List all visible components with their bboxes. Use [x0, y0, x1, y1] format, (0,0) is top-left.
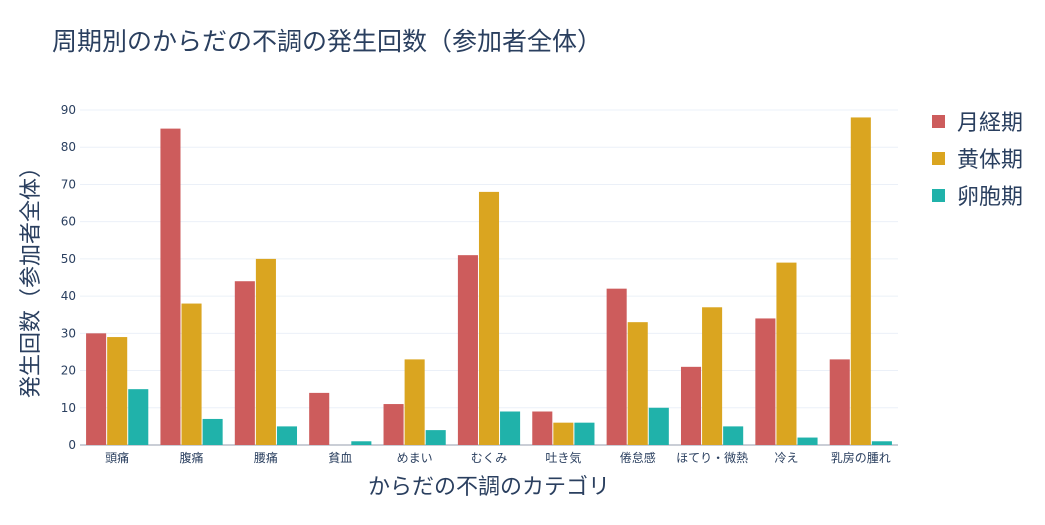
- x-tick-label: むくみ: [471, 451, 507, 465]
- legend-swatch: [932, 152, 945, 165]
- x-axis-ticks: 頭痛 腹痛 腰痛 貧血 めまい むくみ 吐き気 倦怠感 ほてり・微熱 冷え 乳房の腫れ: [105, 450, 891, 465]
- y-tick-label: 10: [61, 401, 76, 415]
- bar-月経期-倦怠感: [606, 288, 627, 445]
- bar-月経期-貧血: [309, 392, 330, 445]
- bar-卵胞期-冷え: [797, 437, 818, 445]
- bar-月経期-めまい: [383, 404, 404, 445]
- chart-title: 周期別のからだの不調の発生回数（参加者全体）: [52, 27, 602, 56]
- bar-黄体期-倦怠感: [627, 322, 648, 445]
- bars: [86, 117, 892, 445]
- x-tick-label: 乳房の腫れ: [831, 450, 891, 465]
- bar-卵胞期-乳房の腫れ: [871, 441, 892, 445]
- y-tick-label: 20: [61, 364, 76, 378]
- legend-label: 卵胞期: [957, 185, 1023, 210]
- x-tick-label: 頭痛: [105, 450, 129, 465]
- y-tick-label: 30: [61, 326, 76, 340]
- bar-卵胞期-腹痛: [202, 418, 223, 445]
- bar-卵胞期-貧血: [351, 441, 372, 445]
- bar-月経期-ほてり・微熱: [680, 366, 702, 445]
- y-axis-ticks: 0 10 20 30 40 50 60 70 80 90: [61, 103, 76, 452]
- bar-月経期-冷え: [755, 318, 776, 445]
- x-tick-label: 吐き気: [545, 450, 581, 465]
- bar-月経期-むくみ: [457, 255, 478, 445]
- bar-月経期-腰痛: [234, 281, 255, 445]
- x-tick-label: ほてり・微熱: [676, 451, 748, 465]
- x-tick-label: 腰痛: [254, 450, 278, 465]
- bar-卵胞期-頭痛: [128, 389, 149, 445]
- x-tick-label: 冷え: [774, 451, 798, 465]
- bar-黄体期-めまい: [404, 359, 425, 445]
- y-tick-label: 40: [61, 289, 76, 303]
- bar-月経期-頭痛: [86, 333, 107, 445]
- bar-月経期-吐き気: [532, 411, 553, 445]
- bar-黄体期-腰痛: [255, 258, 276, 445]
- y-tick-label: 50: [61, 252, 76, 266]
- bar-黄体期-冷え: [776, 262, 797, 445]
- bar-月経期-乳房の腫れ: [829, 359, 850, 445]
- x-tick-label: 倦怠感: [620, 450, 656, 465]
- y-tick-label: 80: [61, 140, 76, 154]
- legend-swatch: [932, 115, 945, 128]
- y-tick-label: 60: [61, 215, 76, 229]
- bar-黄体期-腹痛: [181, 303, 202, 445]
- legend-swatch: [932, 189, 945, 202]
- bar-月経期-腹痛: [160, 128, 181, 445]
- bar-卵胞期-倦怠感: [648, 407, 669, 445]
- bar-黄体期-むくみ: [478, 191, 500, 445]
- y-tick-label: 90: [61, 103, 76, 117]
- bar-黄体期-ほてり・微熱: [702, 307, 723, 445]
- legend-label: 月経期: [957, 111, 1023, 136]
- bar-黄体期-乳房の腫れ: [850, 117, 871, 445]
- bar-黄体期-頭痛: [107, 337, 128, 445]
- y-tick-label: 70: [61, 177, 76, 191]
- y-axis-title: 発生回数（参加者全体）: [19, 156, 44, 398]
- x-tick-label: 腹痛: [180, 450, 204, 465]
- legend-label: 黄体期: [957, 148, 1023, 173]
- bar-卵胞期-めまい: [425, 430, 446, 445]
- x-axis-title: からだの不調のカテゴリ: [368, 475, 610, 500]
- bar-黄体期-吐き気: [553, 422, 574, 445]
- x-tick-label: 貧血: [328, 451, 352, 465]
- bar-卵胞期-ほてり・微熱: [723, 426, 744, 445]
- bar-卵胞期-腰痛: [276, 426, 298, 445]
- y-tick-label: 0: [68, 438, 76, 452]
- bar-卵胞期-吐き気: [574, 422, 595, 445]
- bar-卵胞期-むくみ: [500, 411, 521, 445]
- x-tick-label: めまい: [397, 451, 433, 465]
